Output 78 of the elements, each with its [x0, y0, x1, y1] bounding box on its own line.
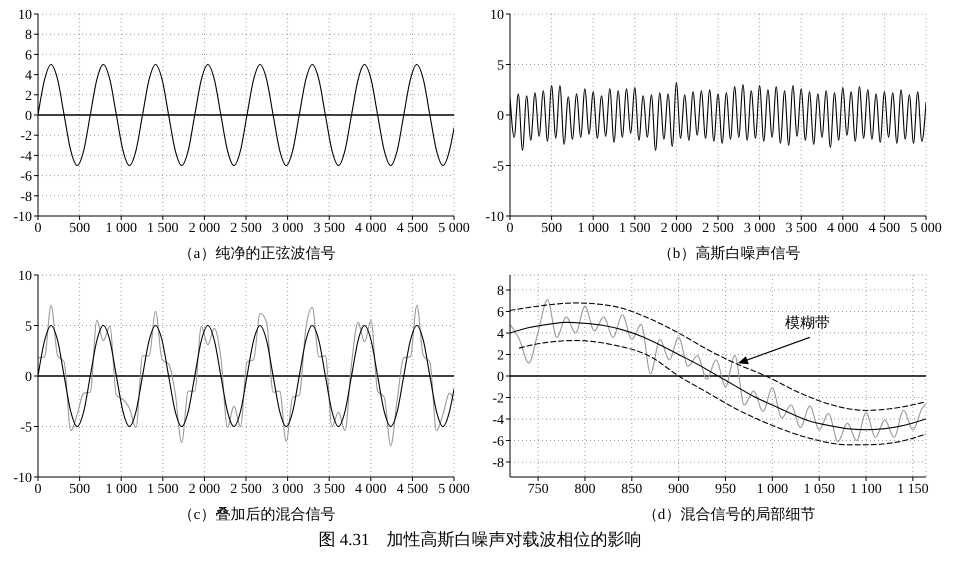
- x-tick-label: 2 500: [702, 220, 734, 236]
- x-axis-title: （c）叠加后的混合信号: [178, 506, 336, 524]
- y-tick-label: -2: [492, 391, 504, 406]
- x-axis-title: （d）混合信号的局部细节: [642, 506, 816, 524]
- y-tick-label: -6: [20, 170, 32, 185]
- x-tick-label: 4 500: [868, 220, 900, 236]
- x-tick-label: 4 000: [355, 482, 387, 497]
- x-tick-label: 500: [69, 220, 90, 236]
- x-tick-label: 5 000: [910, 220, 942, 236]
- y-tick-label: -4: [492, 412, 504, 428]
- x-tick-label: 3 000: [744, 220, 776, 236]
- x-tick-label: 500: [69, 482, 90, 497]
- y-tick-label: 5: [25, 319, 32, 334]
- y-tick-label: -10: [13, 470, 32, 486]
- x-tick-label: 4 000: [355, 220, 387, 236]
- y-tick-label: 0: [25, 370, 32, 385]
- y-tick-label: 6: [25, 48, 32, 64]
- y-tick-label: 4: [25, 68, 32, 84]
- x-tick-label: 3 000: [272, 482, 304, 497]
- y-tick-label: 2: [25, 88, 32, 104]
- x-tick-label: 950: [714, 482, 736, 497]
- y-tick-label: 4: [497, 326, 504, 342]
- y-tick-label: -10: [485, 210, 504, 225]
- y-tick-label: 8: [497, 284, 504, 300]
- x-tick-label: 900: [668, 482, 690, 497]
- y-tick-label: 0: [497, 370, 504, 385]
- x-tick-label: 2 000: [188, 482, 220, 497]
- x-tick-label: 3 000: [272, 220, 304, 236]
- x-tick-label: 1 000: [577, 220, 609, 236]
- x-tick-label: 0: [34, 220, 42, 236]
- x-tick-label: 3 500: [313, 220, 345, 236]
- y-tick-label: 10: [18, 8, 32, 23]
- x-tick-label: 500: [541, 220, 562, 236]
- y-tick-label: 0: [497, 108, 504, 124]
- x-tick-label: 2 000: [660, 220, 692, 236]
- y-tick-label: -2: [20, 129, 32, 144]
- y-tick-label: -5: [20, 420, 32, 436]
- y-tick-label: 6: [497, 306, 504, 320]
- y-tick-label: -6: [492, 434, 504, 450]
- x-tick-label: 3 500: [785, 220, 817, 236]
- x-tick-label: 1 000: [105, 482, 137, 497]
- annotation: 模糊带: [784, 314, 830, 332]
- x-tick-label: 850: [621, 482, 642, 497]
- y-tick-label: -8: [20, 190, 32, 205]
- x-tick-label: 800: [574, 482, 596, 497]
- y-tick-label: -5: [492, 159, 504, 174]
- y-tick-label: 2: [497, 348, 504, 364]
- x-tick-label: 3 500: [313, 482, 345, 497]
- y-tick-label: 8: [25, 28, 32, 44]
- y-tick-label: 10: [490, 8, 504, 23]
- x-tick-label: 0: [506, 220, 514, 236]
- y-tick-label: 5: [497, 58, 504, 74]
- x-tick-label: 4 500: [396, 482, 428, 497]
- x-tick-label: 5 000: [438, 482, 470, 497]
- x-tick-label: 750: [528, 482, 549, 497]
- y-tick-label: -10: [13, 210, 32, 225]
- x-tick-label: 1 000: [105, 220, 137, 236]
- y-tick-label: 10: [18, 268, 32, 284]
- x-tick-label: 4 500: [396, 220, 428, 236]
- x-tick-label: 1 100: [850, 482, 882, 497]
- caption: 图 4.31 加性高斯白噪声对载波相位的影响: [318, 529, 642, 551]
- x-tick-label: 1 500: [147, 482, 179, 497]
- x-tick-label: 1 500: [147, 220, 179, 236]
- x-tick-label: 4 000: [827, 220, 859, 236]
- x-tick-label: 1 050: [803, 482, 835, 497]
- y-tick-label: 0: [25, 108, 32, 124]
- x-tick-label: 5 000: [438, 220, 470, 236]
- x-axis-title: （a）纯净的正弦波信号: [178, 244, 336, 263]
- x-tick-label: 2 500: [230, 220, 262, 236]
- x-tick-label: 1 150: [897, 482, 929, 497]
- x-tick-label: 2 000: [188, 220, 220, 236]
- x-tick-label: 1 000: [756, 482, 788, 497]
- x-tick-label: 0: [34, 482, 42, 497]
- x-axis-title: （b）高斯白噪声信号: [656, 244, 802, 263]
- x-tick-label: 2 500: [230, 482, 262, 497]
- y-tick-label: -4: [20, 149, 32, 164]
- y-tick-label: -8: [492, 456, 504, 471]
- x-tick-label: 1 500: [619, 220, 651, 236]
